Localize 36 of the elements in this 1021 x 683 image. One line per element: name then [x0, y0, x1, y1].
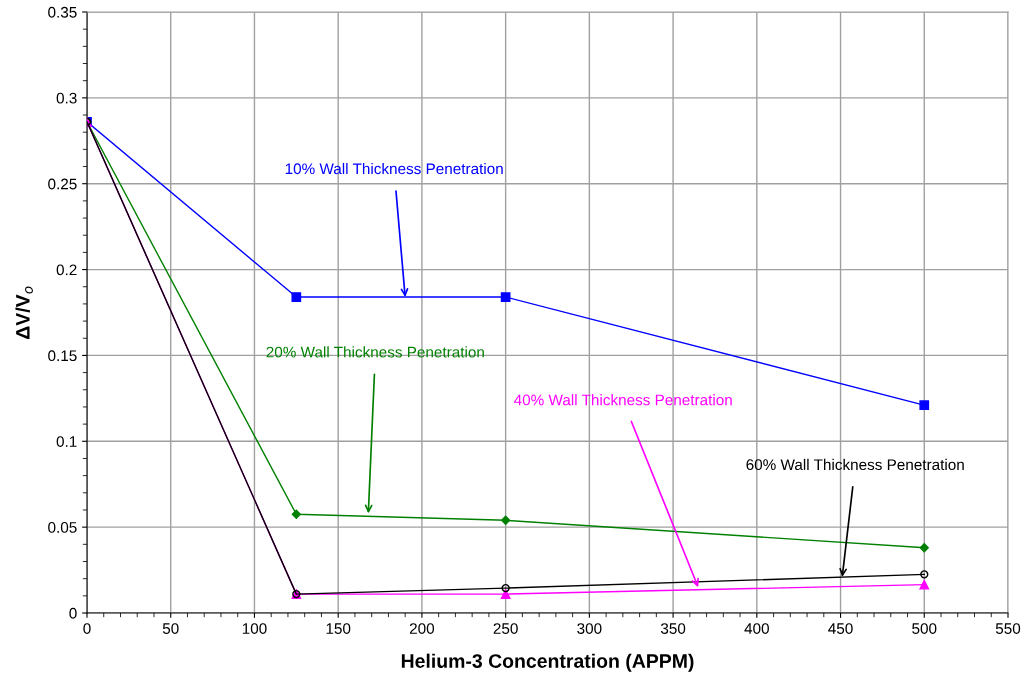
point [920, 570, 929, 579]
x-tick-label: 50 [162, 623, 179, 634]
y-tick-label: 0.15 [48, 350, 77, 362]
point [919, 579, 930, 590]
x-tick-label: 100 [242, 623, 267, 634]
point [919, 543, 929, 553]
x-tick-label: 250 [493, 623, 518, 634]
point [500, 589, 511, 599]
point [291, 292, 302, 302]
point [919, 400, 930, 411]
y-tick-label: 0.05 [48, 522, 77, 533]
point [291, 509, 301, 519]
y-tick-label: 0 [69, 607, 77, 619]
x-tick-label: 150 [326, 623, 351, 634]
x-tick-label: 450 [828, 623, 853, 634]
x-tick-label: 500 [912, 623, 937, 634]
y-tick-label: 0.25 [48, 178, 77, 190]
y-axis-title: ΔV/V$_{o}$ [15, 286, 33, 339]
x-tick-label: 200 [409, 623, 435, 634]
point [501, 583, 510, 593]
x-tick-label: 400 [744, 623, 769, 634]
point [501, 515, 511, 525]
annotation: 60% Wall Thickness Penetration [746, 458, 964, 471]
y-tick-label: 0.35 [48, 6, 77, 18]
point [500, 292, 511, 302]
x-axis-title: Helium-3 Concentration (APPM) [401, 653, 694, 672]
x-tick-label: 550 [995, 623, 1021, 634]
y-tick-label: 0.1 [56, 436, 77, 447]
x-tick-label: 300 [577, 623, 602, 634]
annotation: 20% Wall Thickness Penetration [266, 346, 484, 358]
annotation: 40% Wall Thickness Penetration [514, 394, 732, 406]
y-tick-label: 0.3 [56, 92, 77, 104]
x-tick-label: 0 [83, 623, 91, 634]
y-tick-label: 0.2 [56, 264, 77, 276]
annotation: 10% Wall Thickness Penetration [285, 162, 503, 175]
x-tick-label: 350 [660, 623, 686, 634]
